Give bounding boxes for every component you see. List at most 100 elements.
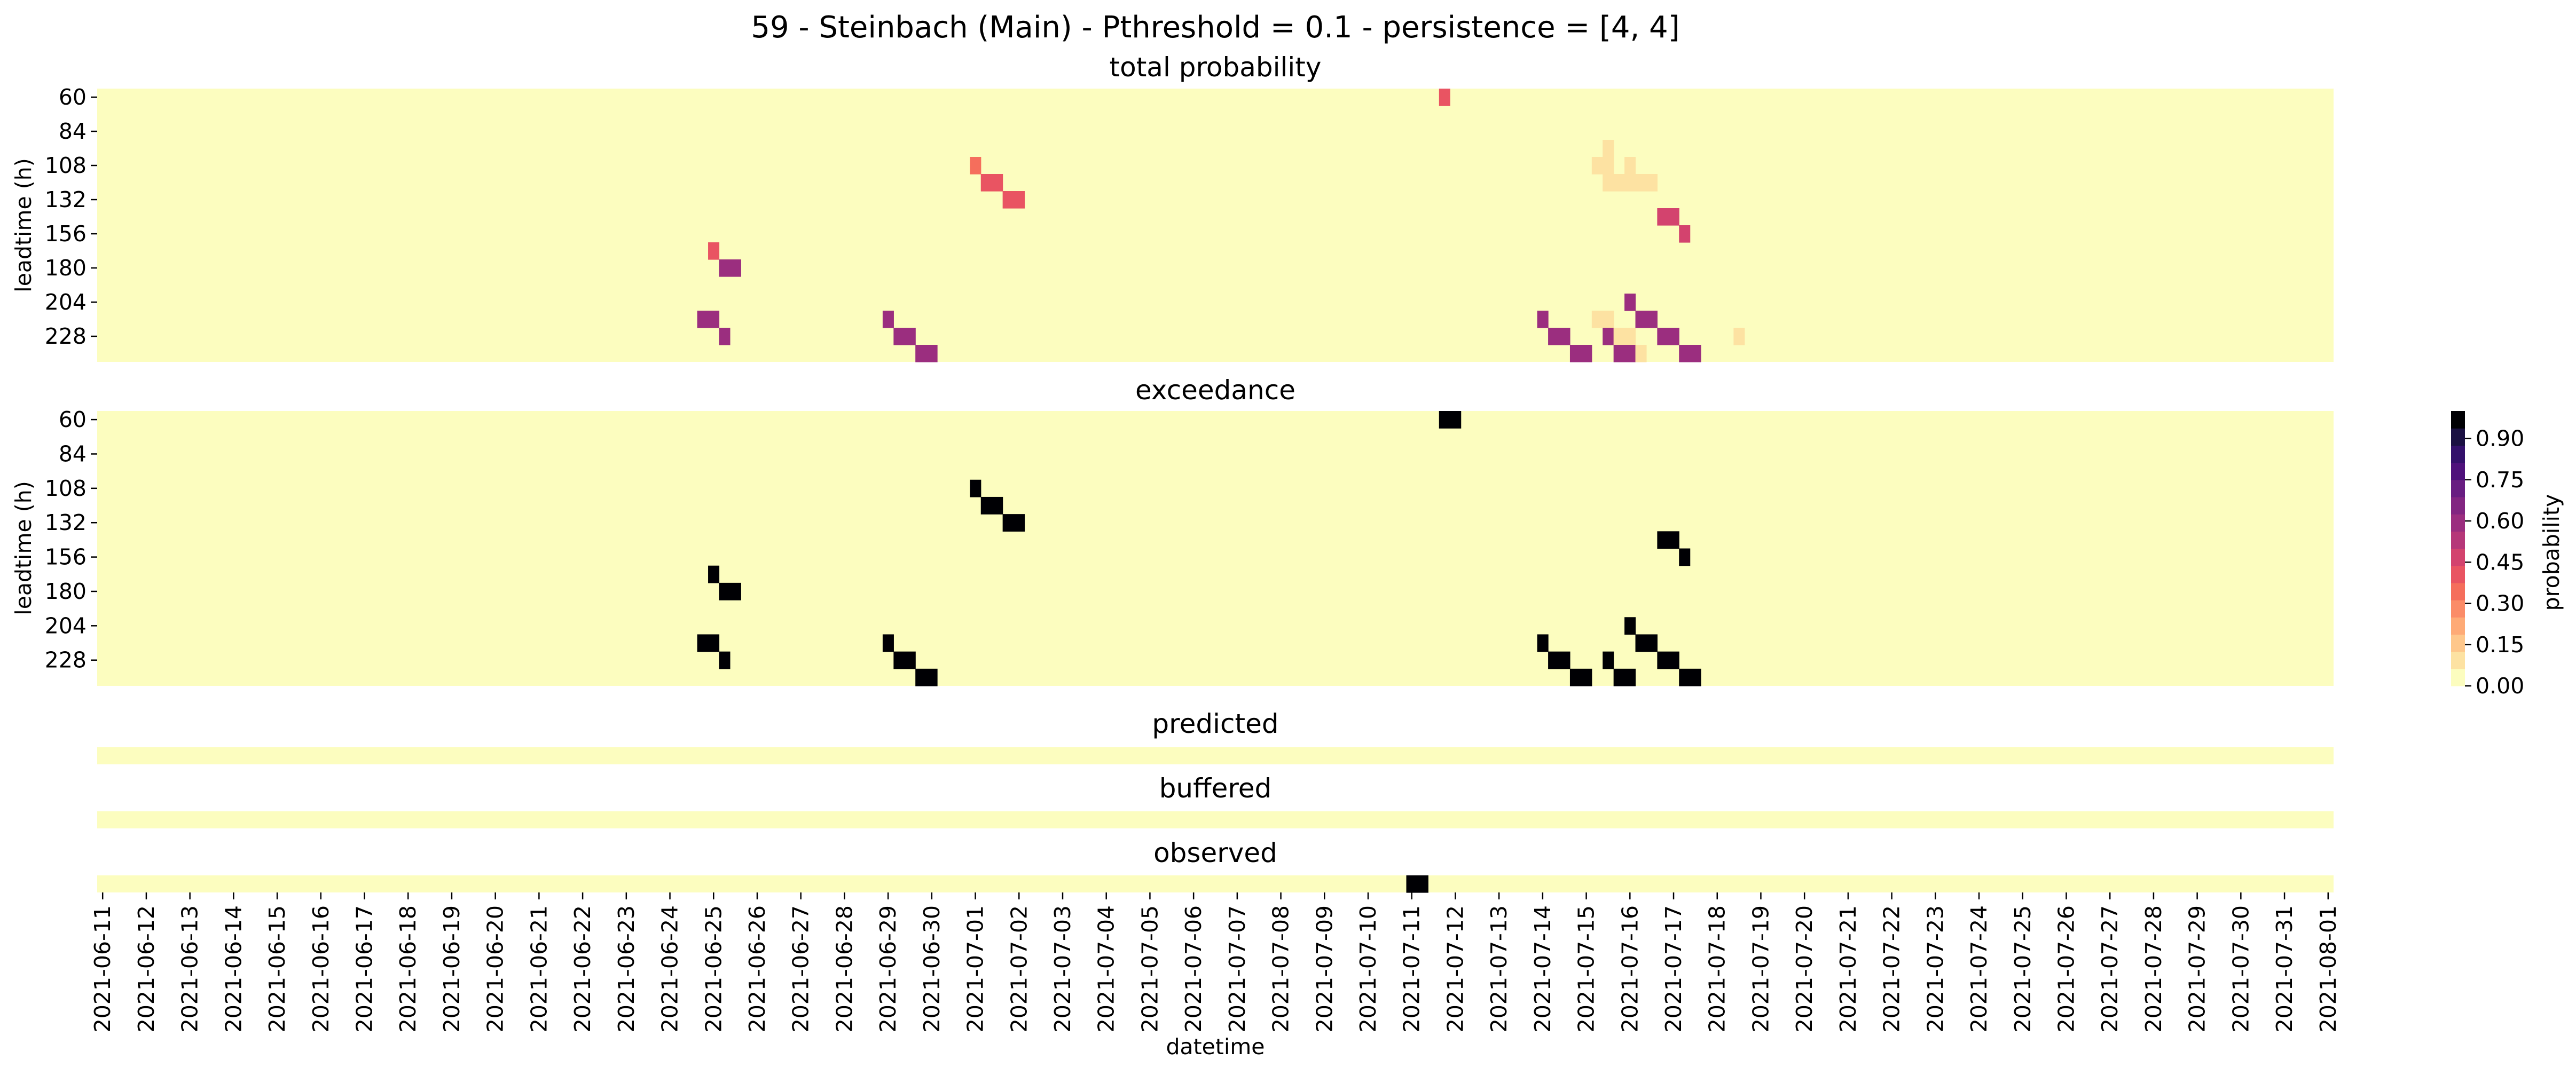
heatmap-cell [1603,157,1614,175]
heatmap-cell [1679,225,1691,243]
y-tick-label: 60 [59,407,87,432]
panel-title-exceedance: exceedance [1135,375,1295,406]
heatmap-cell [915,345,938,362]
colorbar-swatch [2451,634,2465,652]
x-tick-label: 2021-07-25 [2010,905,2036,1032]
heatmap-cell [1679,345,1701,362]
panel-title-observed: observed [1153,837,1277,868]
heatmap-cells-total-probability [697,89,1745,362]
heatmap-cell [893,651,916,669]
panel-predicted: predicted [97,708,2334,764]
x-tick-label: 2021-06-15 [264,905,290,1032]
panel-exceedance: exceedance 60 84 108 132 156 180 204 228 leadti… [11,375,2334,686]
y-tick-label: 228 [45,647,87,673]
colorbar-swatch [2451,496,2465,515]
heatmap-cell [1548,651,1570,669]
x-tick-label: 2021-07-03 [1050,905,1075,1032]
heatmap-cell [1439,411,1462,429]
x-tick-label: 2021-06-16 [308,905,334,1032]
heatmap-cell [1548,328,1570,345]
colorbar-label: probability [2539,494,2564,611]
heatmap-cell [1002,191,1025,209]
y-tick-label: 132 [45,510,87,535]
heatmap-cell [697,634,720,652]
heatmap-cell [1603,140,1614,157]
heatmap-cell [1635,345,1647,362]
heatmap-cell [1002,514,1025,532]
x-tick-label: 2021-07-09 [1311,905,1337,1032]
x-tick-label: 2021-06-17 [352,905,378,1032]
x-ticks: 2021-06-11 2021-06-12 2021-06-13 2021-06-14… [90,892,2341,1032]
x-tick-label: 2021-06-12 [133,905,159,1032]
heatmap-cell [1591,157,1603,175]
heatmap-cells-exceedance [697,411,1701,686]
colorbar-tick-label: 0.75 [2476,467,2524,493]
colorbar-swatch [2451,651,2465,669]
colorbar-tick-label: 0.60 [2476,508,2524,534]
heatmap-cell [915,668,938,686]
x-tick-label: 2021-06-13 [177,905,203,1032]
x-tick-label: 2021-07-15 [1574,905,1599,1032]
x-tick-label: 2021-07-13 [1486,905,1512,1032]
y-tick-label: 156 [45,221,87,247]
x-tick-label: 2021-06-30 [919,905,945,1032]
x-tick-label: 2021-06-23 [614,905,639,1032]
x-tick-label: 2021-07-07 [1224,905,1250,1032]
heatmap-cell [719,259,741,277]
panel-total-probability: total probability 60 84 108 132 156 180 204 228… [11,52,2334,362]
x-tick-label: 2021-07-24 [1966,905,1992,1032]
panel-buffered: buffered [97,773,2334,828]
colorbar-swatch [2451,600,2465,618]
heatmap-cell [1624,617,1636,635]
y-tick-label: 180 [45,579,87,604]
x-tick-label: 2021-07-08 [1268,905,1294,1032]
heatmap-cell [1657,651,1679,669]
colorbar-swatch [2451,582,2465,600]
x-tick-label: 2021-06-27 [788,905,814,1032]
x-tick-label: 2021-07-30 [2228,905,2253,1032]
colorbar-swatch [2451,514,2465,532]
heatmap-cell [1733,328,1745,345]
y-ticks-total-probability: 60 84 108 132 156 180 204 228 [45,84,97,349]
x-tick-label: 2021-06-22 [570,905,595,1032]
x-tick-label: 2021-07-31 [2272,905,2297,1032]
panel-observed: observed [97,837,2334,893]
y-tick-label: 108 [45,476,87,501]
x-tick-label: 2021-06-21 [526,905,552,1032]
x-tick-label: 2021-07-17 [1661,905,1686,1032]
heatmap-cell [1603,174,1658,192]
heatmap-cell [697,311,720,328]
colorbar-tick-label: 0.30 [2476,591,2524,616]
heatmap-cell [1657,328,1679,345]
x-tick-label: 2021-07-14 [1530,905,1556,1032]
y-ticks-exceedance: 60 84 108 132 156 180 204 228 [45,407,97,673]
x-tick-label: 2021-06-26 [744,905,770,1032]
colorbar-swatch [2451,411,2465,429]
colorbar-tick-label: 0.45 [2476,549,2524,575]
x-tick-label: 2021-06-24 [657,905,683,1032]
panel-title-predicted: predicted [1152,708,1278,739]
y-axis-label-total-probability: leadtime (h) [11,158,36,292]
x-tick-label: 2021-07-06 [1181,905,1206,1032]
x-tick-label: 2021-06-11 [90,905,115,1032]
colorbar-swatch [2451,617,2465,635]
heatmap-cell [719,582,741,600]
colorbar-swatch [2451,548,2465,566]
colorbar-tick-label: 0.15 [2476,632,2524,658]
heatmap-cell [1635,311,1658,328]
x-tick-label: 2021-07-26 [2054,905,2079,1032]
panel-title-buffered: buffered [1159,773,1272,804]
x-tick-label: 2021-07-19 [1748,905,1774,1032]
heatmap-cell [1537,311,1549,328]
y-tick-label: 156 [45,544,87,570]
x-tick-label: 2021-06-19 [439,905,465,1032]
heatmap-cell [1603,651,1614,669]
heatmap-cell [719,328,731,345]
colorbar-swatches [2451,411,2465,686]
x-tick-label: 2021-07-10 [1355,905,1381,1032]
colorbar-swatch [2451,479,2465,497]
x-tick-label: 2021-07-27 [2097,905,2123,1032]
panel-title-total-probability: total probability [1110,52,1322,83]
heatmap-cell [1679,668,1701,686]
x-tick-label: 2021-07-11 [1399,905,1425,1032]
